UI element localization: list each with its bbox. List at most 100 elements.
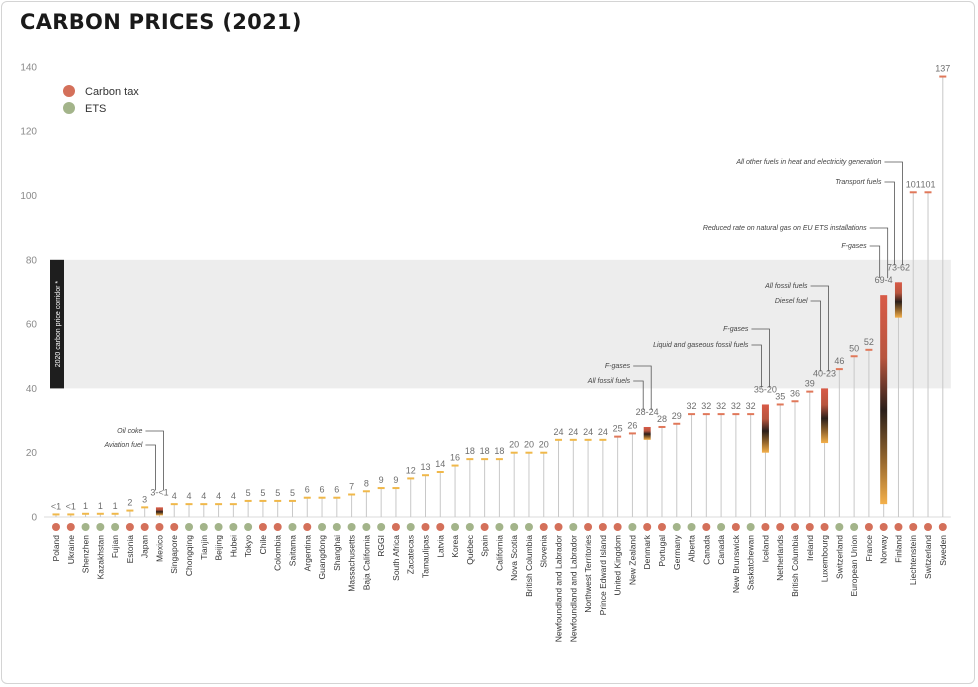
value-label: 35-20 xyxy=(754,384,777,394)
carbon-tax-dot xyxy=(125,523,134,531)
value-label: 24 xyxy=(568,427,578,437)
annotation-leader xyxy=(810,300,821,372)
value-label: 16 xyxy=(450,453,460,463)
category-label: Fujian xyxy=(110,535,120,558)
value-label: 26 xyxy=(627,420,637,430)
annotation-text: F-gases xyxy=(841,243,867,250)
category-label: Saskatchewan xyxy=(746,535,756,591)
carbon-tax-dot xyxy=(52,523,60,531)
value-label: 5 xyxy=(260,488,265,498)
category-label: Northwest Territories xyxy=(583,535,593,613)
category-label: Netherlands xyxy=(775,535,785,581)
value-label: <1 xyxy=(66,501,76,511)
category-label: Zacatecas xyxy=(406,535,416,574)
value-label: 6 xyxy=(334,485,339,495)
value-label: 8 xyxy=(364,478,369,488)
ets-dot xyxy=(746,523,755,531)
ets-dot xyxy=(406,523,415,531)
value-label: 24 xyxy=(598,427,608,437)
ets-dot xyxy=(288,523,297,531)
category-label: Argentina xyxy=(302,535,312,572)
category-label: United Kingdom xyxy=(613,535,623,595)
carbon-tax-dot xyxy=(879,523,888,531)
value-label: <1 xyxy=(51,501,61,511)
ets-dot xyxy=(495,523,504,531)
category-label: Ukraine xyxy=(66,535,76,565)
value-label: 36 xyxy=(790,388,800,398)
carbon-tax-dot xyxy=(140,523,149,531)
legend-carbon-tax-marker xyxy=(63,85,75,97)
value-label: 3 xyxy=(142,494,147,504)
y-tick-label: 140 xyxy=(20,62,37,73)
category-label: Mexico xyxy=(154,535,164,562)
category-label: Denmark xyxy=(642,534,652,569)
category-label: Shenzhen xyxy=(81,535,91,574)
annotation-text: Aviation fuel xyxy=(103,442,142,449)
carbon-tax-dot xyxy=(598,523,607,531)
value-label: 20 xyxy=(509,440,519,450)
carbon-tax-dot xyxy=(761,523,770,531)
category-label: Canada xyxy=(716,535,726,565)
y-tick-label: 20 xyxy=(26,448,38,459)
category-label: British Columbia xyxy=(790,535,800,597)
value-label: 5 xyxy=(290,488,295,498)
value-label: 4 xyxy=(172,491,177,501)
value-label: 28-24 xyxy=(636,407,659,417)
category-label: Switzerland xyxy=(923,535,933,579)
carbon-tax-dot xyxy=(613,523,622,531)
ets-dot xyxy=(332,523,341,531)
carbon-tax-dot xyxy=(924,523,933,531)
value-label: 4 xyxy=(231,491,236,501)
carbon-tax-dot xyxy=(391,523,400,531)
ets-dot xyxy=(850,523,859,531)
value-label: 20 xyxy=(524,440,534,450)
category-label: Sweden xyxy=(938,535,948,566)
annotation-text: Transport fuels xyxy=(835,179,882,186)
value-label: 101 xyxy=(906,179,921,189)
category-label: Singapore xyxy=(169,535,179,574)
value-label: 20 xyxy=(539,440,549,450)
carbon-tax-dot xyxy=(938,523,947,531)
y-tick-label: 40 xyxy=(26,384,38,395)
annotation-text: All other fuels in heat and electricity … xyxy=(735,159,881,166)
category-label: Japan xyxy=(140,535,150,558)
ets-dot xyxy=(628,523,637,531)
annotation-leader xyxy=(751,344,762,388)
category-label: Alberta xyxy=(687,535,697,562)
carbon-tax-dot xyxy=(480,523,489,531)
category-label: Switzerland xyxy=(834,535,844,579)
carbon-tax-dot xyxy=(702,523,711,531)
annotation-leader xyxy=(810,285,829,372)
value-label: 24 xyxy=(583,427,593,437)
value-label: 101 xyxy=(921,179,936,189)
carbon-tax-dot xyxy=(864,523,873,531)
annotation-leader xyxy=(884,161,903,266)
value-label: 46 xyxy=(834,356,844,366)
category-label: Kazakhstan xyxy=(95,535,105,580)
ets-dot xyxy=(111,523,120,531)
annotation-text: F-gases xyxy=(723,326,749,333)
category-label: New Zealand xyxy=(627,535,637,585)
category-label: Spain xyxy=(480,535,490,557)
range-bar xyxy=(821,388,829,444)
category-label: Tokyo xyxy=(243,535,253,557)
value-label: 3-<1 xyxy=(150,487,168,497)
value-label: 32 xyxy=(746,401,756,411)
ets-dot xyxy=(347,523,356,531)
legend-label: Carbon tax xyxy=(85,86,139,98)
y-tick-label: 0 xyxy=(31,513,37,524)
corridor-label-box xyxy=(50,259,64,389)
legend-ets-marker xyxy=(63,102,75,114)
range-bar xyxy=(880,295,888,505)
value-label: 1 xyxy=(83,501,88,511)
category-label: Korea xyxy=(450,535,460,558)
range-bar xyxy=(643,426,651,440)
category-label: France xyxy=(864,535,874,562)
value-label: 5 xyxy=(275,488,280,498)
value-label: 12 xyxy=(406,465,416,475)
ets-dot xyxy=(318,523,327,531)
carbon-tax-dot xyxy=(273,523,282,531)
value-label: 2 xyxy=(127,498,132,508)
carbon-tax-dot xyxy=(731,523,740,531)
